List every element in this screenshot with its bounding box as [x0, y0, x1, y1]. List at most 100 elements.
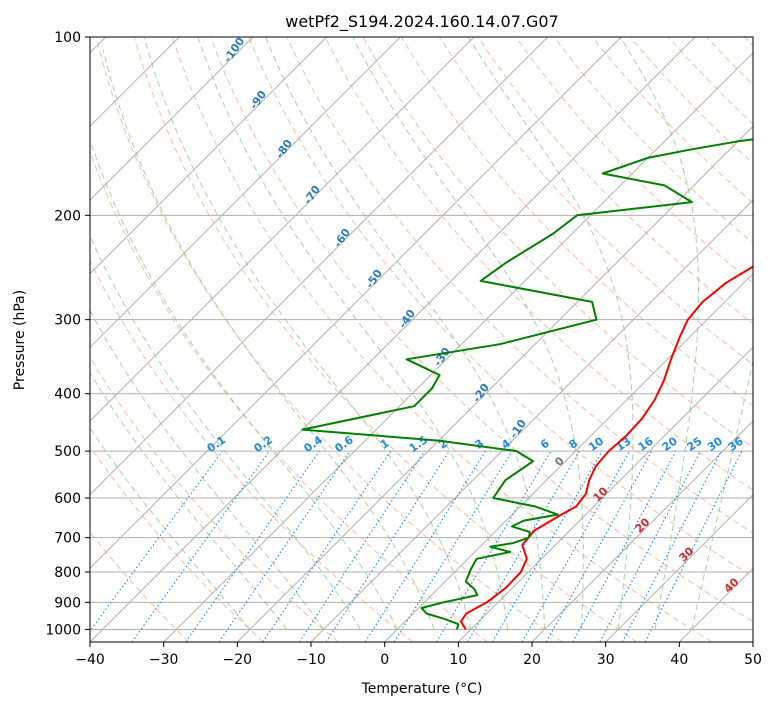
dry-adiabat — [248, 37, 753, 578]
dry-adiabat — [90, 445, 264, 642]
dry-adiabat-label: -50 — [363, 267, 385, 291]
moist-adiabat-label: 10 — [591, 484, 611, 504]
mixing-ratio-line — [364, 450, 486, 642]
dry-adiabat — [744, 37, 753, 47]
x-tick-label: −20 — [223, 652, 253, 668]
y-axis: 100 200 300 400 500 600 700 800 900 1000 — [45, 30, 90, 638]
dry-adiabat — [210, 37, 753, 623]
isotherm — [605, 493, 753, 642]
dry-adiabat — [286, 37, 753, 534]
isotherm — [90, 37, 401, 349]
moist-adiabat — [102, 49, 435, 630]
dry-adiabat — [553, 37, 753, 244]
dry-adiabat — [171, 37, 712, 642]
dry-adiabat-label: -100 — [221, 35, 248, 65]
mixing-ratio-line — [491, 450, 603, 642]
moist-adiabat — [467, 37, 634, 630]
x-tick-label: 0 — [380, 652, 389, 668]
mixing-ratio-label: 1.5 — [407, 433, 430, 455]
moist-adiabat — [90, 309, 324, 630]
moist-adiabat-label: 20 — [633, 515, 653, 535]
mixing-ratio-line — [521, 450, 630, 642]
y-tick-label: 700 — [54, 531, 81, 547]
y-tick-label: 800 — [54, 565, 81, 581]
moist-adiabat-label: 40 — [722, 575, 742, 595]
dry-adiabat-label: -90 — [247, 88, 269, 112]
mixing-ratio-line — [218, 450, 351, 642]
dry-adiabat-label: -30 — [431, 345, 453, 369]
moist-adiabat — [197, 37, 509, 630]
dry-adiabat — [515, 37, 753, 284]
y-tick-label: 200 — [54, 208, 81, 224]
y-tick-label: 400 — [54, 387, 81, 403]
isotherm — [90, 37, 622, 570]
isotherm — [531, 420, 753, 642]
isotherm — [236, 125, 753, 642]
isotherm — [384, 272, 753, 642]
dry-adiabat-label: -20 — [470, 381, 492, 405]
dry-adiabat-label: -70 — [301, 183, 323, 207]
y-axis-label: Pressure (hPa) — [12, 290, 28, 390]
dry-adiabat — [95, 37, 563, 642]
dry-adiabat — [324, 37, 753, 491]
x-tick-label: −30 — [149, 652, 179, 668]
y-tick-label: 300 — [54, 313, 81, 329]
x-tick-label: −10 — [296, 652, 326, 668]
isotherm — [457, 346, 753, 642]
moist-adiabat — [90, 371, 288, 630]
isotherm — [90, 37, 549, 496]
mixing-ratio-line — [90, 450, 223, 632]
mixing-ratio-line — [185, 450, 320, 642]
moist-adiabat — [90, 235, 361, 630]
moist-adiabat — [619, 37, 699, 630]
dry-adiabat — [90, 356, 339, 642]
dry-adiabat-label: -60 — [331, 226, 353, 250]
mixing-ratio-label: 8 — [567, 437, 581, 452]
mixing-ratio-label: 0.2 — [252, 433, 275, 455]
dry-adiabat-label: -40 — [396, 307, 418, 331]
mixing-ratio-label: 3 — [473, 437, 487, 452]
mixing-ratio-line — [572, 450, 677, 642]
mixing-ratio-label: 1 — [378, 437, 392, 452]
x-tick-label: 30 — [597, 652, 615, 668]
y-tick-label: 1000 — [45, 622, 81, 638]
isotherm — [90, 37, 475, 422]
y-tick-label: 500 — [54, 444, 81, 460]
mixing-ratio-label: 0.4 — [302, 433, 326, 455]
chart-title: wetPf2_S194.2024.160.14.07.G07 — [285, 12, 559, 32]
moist-adiabat — [143, 37, 472, 630]
dry-adiabat — [706, 37, 753, 86]
x-tick-label: 40 — [670, 652, 688, 668]
background-lines — [90, 37, 753, 642]
isotherm — [163, 51, 753, 642]
isoline-labels: 0.1 0.2 0.4 0.6 1 1.5 2 3 4 6 8 10 13 16 20 25 30 36-100-… — [205, 35, 746, 596]
isotherm — [90, 37, 254, 201]
temperature-line — [460, 265, 753, 630]
mixing-ratio-line — [435, 450, 552, 642]
moist-adiabat — [691, 358, 753, 630]
mixing-ratio-line — [467, 450, 580, 642]
dry-adiabat-label: -10 — [507, 417, 529, 441]
dry-adiabat — [90, 259, 414, 642]
moist-adiabat — [90, 138, 398, 630]
y-tick-label: 900 — [54, 595, 81, 611]
plot-frame — [89, 36, 754, 643]
x-tick-label: 50 — [744, 652, 762, 668]
mixing-ratio-label: 6 — [538, 437, 552, 452]
mixing-ratio-line — [644, 450, 743, 642]
isotherm — [90, 37, 328, 275]
x-axis: −40 −30 −20 −10 0 10 20 30 40 50 — [75, 642, 762, 668]
y-tick-label: 100 — [54, 30, 81, 46]
dewpoint-line — [301, 138, 753, 630]
x-tick-label: −40 — [75, 652, 105, 668]
mixing-ratio-label: 0.1 — [205, 433, 228, 455]
moist-adiabat — [265, 37, 546, 630]
profile-series — [301, 138, 753, 630]
mixing-ratio-line — [325, 450, 450, 642]
mixing-ratio-line — [545, 450, 653, 642]
moist-adiabat — [90, 427, 251, 630]
dry-adiabat — [438, 37, 753, 366]
dry-adiabat-label: -80 — [273, 137, 295, 161]
dry-adiabat — [90, 150, 488, 642]
